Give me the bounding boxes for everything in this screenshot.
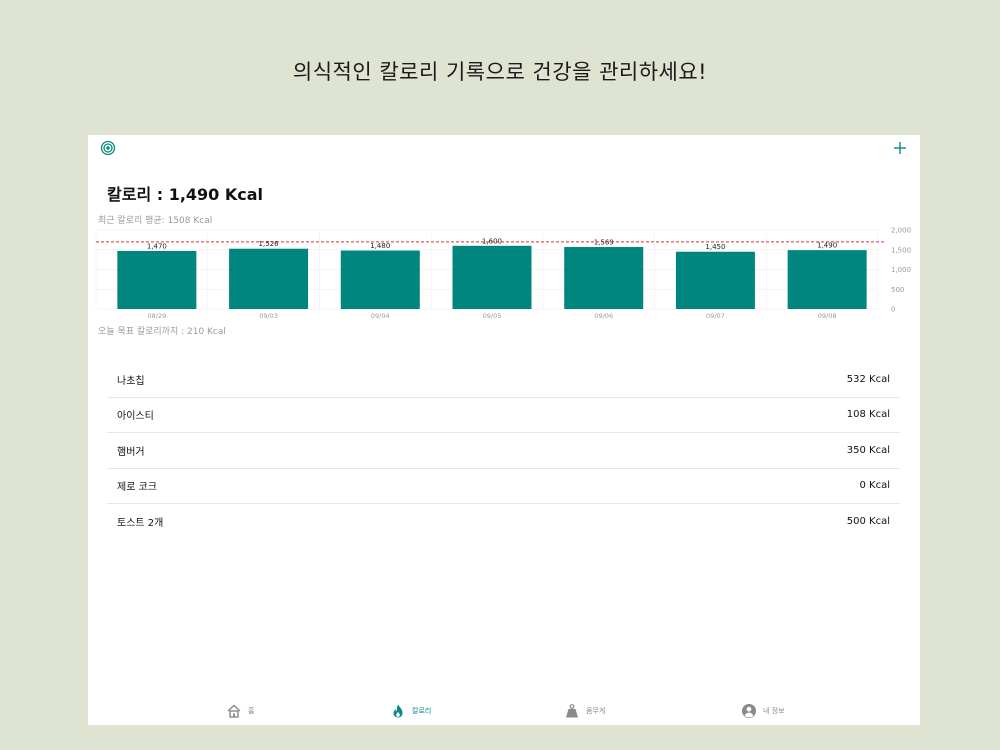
food-kcal: 532 Kcal [846,373,890,385]
top-bar [88,135,920,163]
y-tick-label: 2,000 [891,227,911,235]
x-tick-label: 09/04 [371,312,390,320]
bar-value-label: 1,490 [817,242,837,250]
home-icon [227,704,241,718]
headline: 의식적인 칼로리 기록으로 건강을 관리하세요! [292,60,708,84]
food-list-item[interactable]: 나초칩 532 Kcal [107,362,900,398]
bar-value-label: 1,450 [705,243,725,251]
y-tick-label: 1,500 [891,246,911,254]
food-name: 나초칩 [117,375,145,387]
bar [117,250,197,309]
food-list-item[interactable]: 제로 코크 0 Kcal [107,469,900,504]
x-tick-label: 09/05 [483,312,502,320]
tab-bar: 홈 칼로리 몸무게 내 정보 [88,701,920,725]
tab-profile[interactable]: 내 정보 [741,703,785,719]
calorie-bar-chart: 0 500 1,000 1,500 2,000 1,470 08/29 1,526 09/03 1… [95,227,911,320]
tab-home-label: 홈 [248,707,255,715]
tab-calories-label: 칼로리 [412,707,432,715]
food-kcal: 0 Kcal [859,480,890,492]
food-kcal: 108 Kcal [846,409,890,421]
tab-profile-label: 내 정보 [763,707,785,715]
y-tick-label: 1,000 [891,266,911,274]
food-kcal: 350 Kcal [846,444,890,456]
x-tick-label: 08/29 [147,312,166,320]
bar [564,247,644,309]
bar-value-label: 1,526 [259,240,280,248]
weight-icon [566,704,578,718]
bar-value-label: 1,569 [594,239,614,247]
bar-value-label: 1,470 [147,242,167,250]
food-list-item[interactable]: 햄버거 350 Kcal [107,433,900,469]
food-kcal: 500 Kcal [846,516,890,528]
tab-weight[interactable]: 몸무게 [564,703,605,719]
food-name: 제로 코크 [117,482,157,494]
food-list-item[interactable]: 토스트 2개 500 Kcal [107,504,900,540]
add-icon[interactable] [892,140,908,156]
bar [787,250,867,309]
food-name: 햄버거 [117,446,145,458]
calorie-total-title: 칼로리 : 1,490 Kcal [107,185,264,204]
remaining-calorie-text: 오늘 목표 칼로리까지 : 210 Kcal [98,327,226,337]
food-list-item[interactable]: 아이스티 108 Kcal [107,398,900,433]
x-tick-label: 09/03 [259,312,278,320]
tab-weight-label: 몸무게 [586,707,606,715]
y-tick-label: 0 [891,306,895,314]
bar [452,245,532,309]
food-name: 토스트 2개 [117,518,164,530]
bar [675,251,755,309]
y-tick-label: 500 [891,286,904,294]
food-name: 아이스티 [117,411,154,423]
target-icon[interactable] [100,140,116,156]
app-screen: 칼로리 : 1,490 Kcal 최근 칼로리 평균: 1508 Kcal 0 5… [88,135,920,725]
bar [340,250,420,309]
food-list: 나초칩 532 Kcal 아이스티 108 Kcal 햄버거 350 Kcal 제로 코크 0… [107,362,900,540]
profile-icon [742,704,756,718]
x-tick-label: 09/08 [818,312,837,320]
x-tick-label: 09/07 [706,312,725,320]
x-tick-label: 09/06 [594,312,613,320]
bar-value-label: 1,600 [482,237,502,245]
flame-icon [393,704,403,718]
average-calorie-text: 최근 칼로리 평균: 1508 Kcal [98,216,213,226]
tab-calories[interactable]: 칼로리 [390,703,431,719]
bar-value-label: 1,480 [370,242,390,250]
bar [229,248,309,309]
tab-home[interactable]: 홈 [226,703,254,719]
